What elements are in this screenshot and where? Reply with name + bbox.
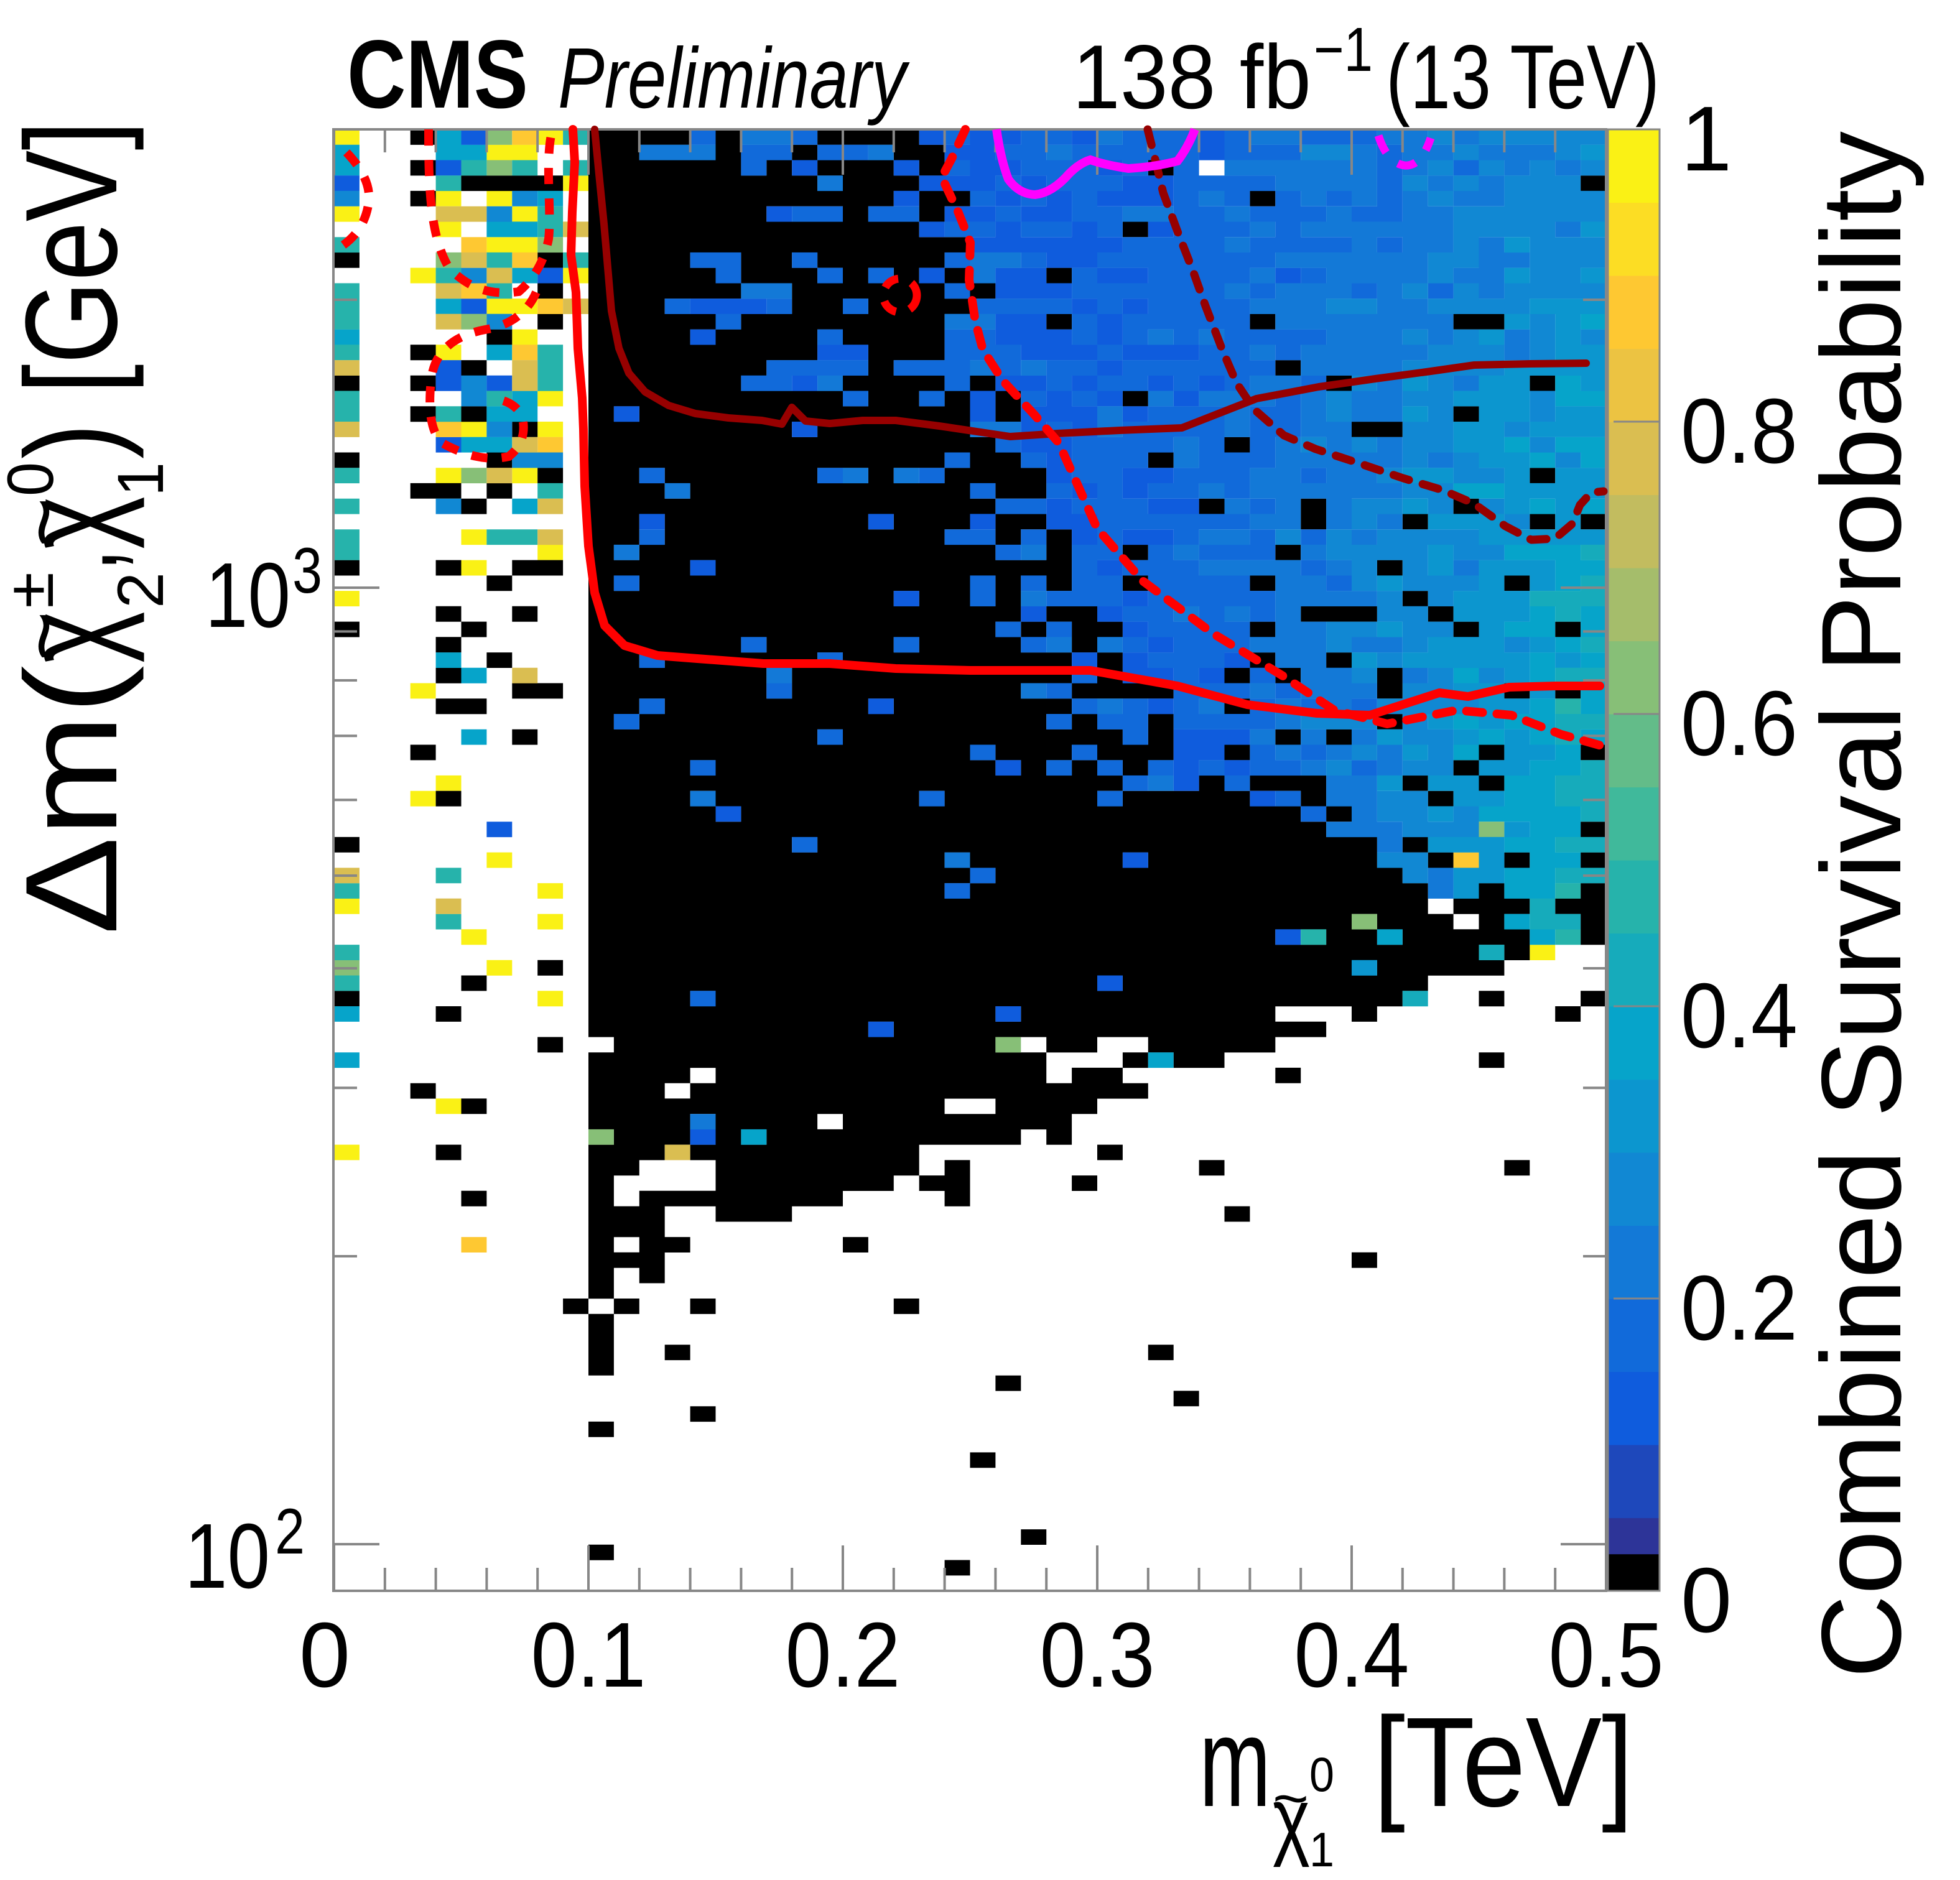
svg-text:0.2: 0.2 (786, 1604, 901, 1706)
svg-text:10: 10 (205, 544, 290, 647)
svg-text:1: 1 (1681, 88, 1732, 190)
svg-text:,: , (0, 549, 144, 571)
svg-text:Preliminary: Preliminary (558, 30, 910, 126)
svg-text:0.6: 0.6 (1681, 672, 1798, 775)
svg-text:1: 1 (1309, 1822, 1334, 1877)
svg-text:χ: χ (0, 611, 145, 663)
svg-text:−1: −1 (1314, 15, 1373, 85)
svg-text:0: 0 (1681, 1549, 1732, 1652)
svg-text:Δm(: Δm( (0, 665, 144, 935)
svg-text:2: 2 (275, 1496, 305, 1568)
svg-text:0.2: 0.2 (1681, 1257, 1798, 1359)
svg-text:~: ~ (0, 498, 91, 547)
svg-text:3: 3 (292, 535, 322, 607)
svg-text:Combined Survival Probability: Combined Survival Probability (1798, 131, 1925, 1679)
svg-text:0.4: 0.4 (1681, 965, 1798, 1067)
svg-text:0: 0 (1309, 1747, 1334, 1802)
svg-text:[TeV]: [TeV] (1373, 1691, 1633, 1833)
svg-text:) [GeV]: ) [GeV] (0, 121, 144, 459)
svg-text:~: ~ (0, 611, 91, 661)
svg-text:m: m (1199, 1691, 1271, 1833)
svg-text:0: 0 (299, 1604, 350, 1706)
svg-text:1: 1 (105, 462, 177, 496)
svg-text:2: 2 (105, 572, 177, 608)
svg-text:χ: χ (1273, 1770, 1310, 1868)
svg-text:138 fb: 138 fb (1072, 26, 1311, 127)
svg-text:(13 TeV): (13 TeV) (1386, 26, 1660, 127)
svg-text:0.3: 0.3 (1040, 1604, 1155, 1706)
svg-text:χ: χ (0, 496, 145, 549)
svg-text:±: ± (0, 572, 67, 608)
svg-text:0.4: 0.4 (1294, 1604, 1410, 1706)
svg-text:0.1: 0.1 (531, 1604, 646, 1706)
svg-text:0.8: 0.8 (1681, 380, 1798, 483)
svg-text:~: ~ (1273, 1766, 1309, 1831)
svg-text:0.5: 0.5 (1549, 1604, 1664, 1706)
svg-text:CMS: CMS (347, 21, 528, 129)
svg-text:10: 10 (185, 1505, 270, 1608)
svg-text:0: 0 (0, 462, 67, 496)
